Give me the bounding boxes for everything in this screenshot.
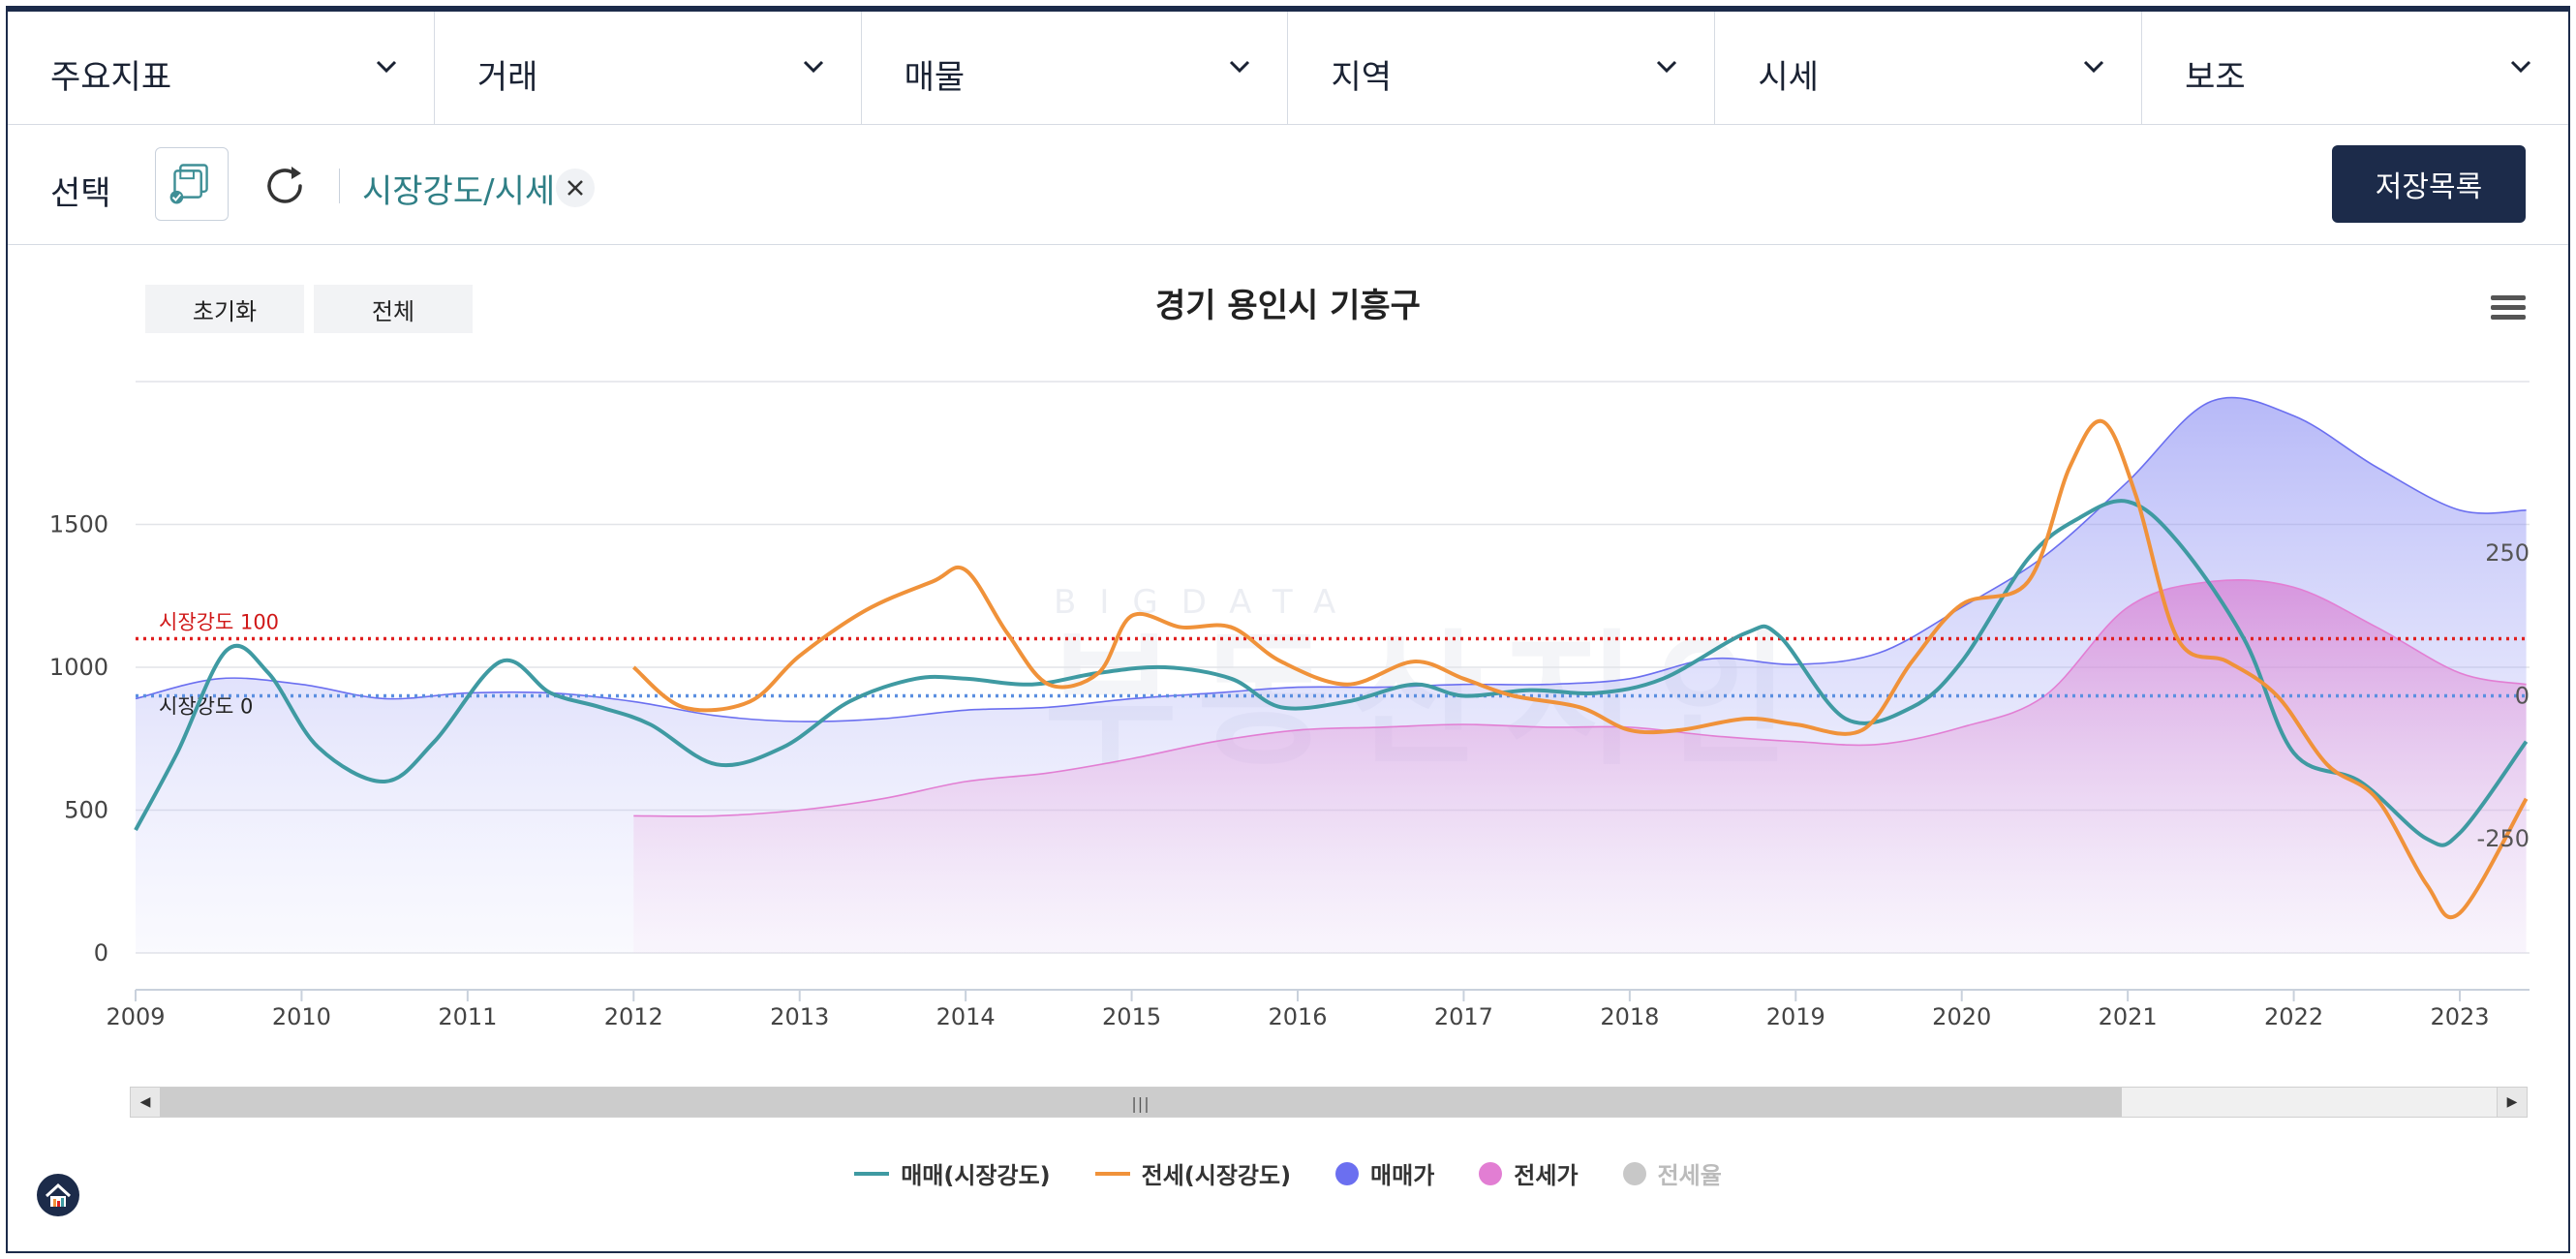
scroll-right-arrow[interactable]: ▶: [2497, 1088, 2527, 1117]
y-left-tick-label: 1000: [49, 654, 108, 681]
x-tick-label: 2018: [1600, 1003, 1659, 1030]
legend-item-trade-price[interactable]: 매매가: [1335, 1156, 1434, 1190]
chevron-down-icon: [1657, 60, 1677, 74]
save-list-button[interactable]: 저장목록: [2332, 145, 2526, 223]
reference-line-label: 시장강도 0: [159, 695, 253, 719]
scroll-thumb[interactable]: |||: [160, 1088, 2122, 1117]
menu-item-label: 매물: [904, 58, 966, 97]
area-series-fill: [633, 579, 2527, 953]
menu-item-label: 거래: [476, 58, 538, 97]
menu-item-label: 주요지표: [50, 58, 172, 97]
selected-indicator-chip: 시장강도/시세: [362, 172, 556, 211]
menu-item-auxiliary[interactable]: 보조: [2142, 12, 2568, 124]
x-tick-label: 2023: [2430, 1003, 2489, 1030]
reference-line-label: 시장강도 100: [159, 611, 279, 634]
hamburger-icon[interactable]: [2489, 292, 2528, 323]
legend-label: 매매(시장강도): [901, 1162, 1051, 1189]
chevron-down-icon: [2084, 60, 2104, 74]
save-settings-button[interactable]: [155, 147, 229, 221]
x-tick-label: 2012: [604, 1003, 663, 1030]
chart-legend: 매매(시장강도) 전세(시장강도) 매매가 전세가 전세율: [8, 1156, 2568, 1190]
x-tick-label: 2009: [106, 1003, 165, 1030]
strength-series-line: [631, 418, 2529, 920]
menu-item-key-indicators[interactable]: 주요지표: [8, 12, 435, 124]
menu-item-label: 시세: [1758, 58, 1819, 97]
close-icon: [567, 180, 583, 196]
menu-item-region[interactable]: 지역: [1288, 12, 1716, 124]
selection-label: 선택: [50, 174, 111, 213]
chart-svg: 시장강도 100 시장강도 0 0 500 1000 1500 -250 0 250 2009 2…: [49, 381, 2530, 1030]
legend-label: 전세(시장강도): [1141, 1162, 1292, 1189]
menu-item-listings[interactable]: 매물: [862, 12, 1289, 124]
strength-series-line: [134, 499, 2529, 847]
x-tick-label: 2021: [2099, 1003, 2158, 1030]
chevron-down-icon: [1230, 60, 1250, 74]
x-tick-label: 2014: [936, 1003, 996, 1030]
x-tick-label: 2020: [1932, 1003, 1991, 1030]
legend-item-jeonse-price[interactable]: 전세가: [1479, 1156, 1579, 1190]
x-tick-label: 2011: [438, 1003, 497, 1030]
chevron-down-icon: [376, 60, 396, 74]
x-tick-label: 2016: [1268, 1003, 1327, 1030]
legend-label: 전세율: [1657, 1162, 1722, 1189]
y-left-tick-label: 0: [94, 939, 108, 967]
legend-item-trade-strength[interactable]: 매매(시장강도): [854, 1156, 1051, 1190]
y-left-tick-label: 500: [64, 797, 108, 824]
x-tick-label: 2015: [1102, 1003, 1161, 1030]
selection-toolbar: 선택 시장강도/시세 저장목록: [8, 124, 2568, 245]
menu-item-label: 보조: [2185, 58, 2246, 97]
legend-dot-icon: [1479, 1161, 1503, 1185]
legend-item-jeonse-ratio[interactable]: 전세율: [1622, 1156, 1722, 1190]
scroll-left-arrow[interactable]: ◀: [131, 1088, 160, 1117]
scroll-grip-icon: |||: [1131, 1094, 1150, 1113]
legend-item-jeonse-strength[interactable]: 전세(시장강도): [1094, 1156, 1292, 1190]
y-right-tick-label: 0: [2515, 683, 2530, 710]
legend-line-icon: [1094, 1171, 1130, 1176]
x-tick-label: 2022: [2264, 1003, 2323, 1030]
x-tick-label: 2010: [272, 1003, 331, 1030]
x-tick-label: 2019: [1766, 1003, 1825, 1030]
legend-dot-icon: [1335, 1161, 1360, 1185]
chevron-down-icon: [803, 60, 823, 74]
y-left-tick-label: 1500: [49, 511, 108, 538]
legend-label: 매매가: [1370, 1162, 1435, 1189]
x-tick-label: 2017: [1434, 1003, 1493, 1030]
toolbar-divider: [339, 169, 340, 203]
y-right-tick-label: 250: [2485, 539, 2530, 567]
y-right-tick-label: -250: [2477, 825, 2530, 852]
app-frame: 주요지표 거래 매물 지역 시세 보조 선택: [6, 6, 2570, 1253]
refresh-icon[interactable]: [260, 161, 310, 211]
chevron-down-icon: [2510, 60, 2531, 74]
category-menu-bar: 주요지표 거래 매물 지역 시세 보조: [8, 12, 2568, 125]
menu-item-trade[interactable]: 거래: [435, 12, 862, 124]
legend-label: 전세가: [1514, 1162, 1579, 1189]
save-settings-icon: [169, 164, 208, 204]
legend-dot-icon: [1622, 1161, 1646, 1185]
chart-title: 경기 용인시 기흥구: [1155, 287, 1421, 325]
area-series-line: [633, 578, 2527, 817]
x-tick-label: 2013: [770, 1003, 829, 1030]
menu-item-label: 지역: [1331, 58, 1393, 97]
legend-line-icon: [854, 1171, 890, 1176]
home-logo-icon[interactable]: [35, 1172, 81, 1218]
menu-item-market-price[interactable]: 시세: [1715, 12, 2143, 124]
watermark-subtext: BIGDATA: [1054, 583, 1360, 622]
chip-close-button[interactable]: [556, 169, 595, 207]
chart-scrollbar[interactable]: ◀ ||| ▶: [130, 1087, 2528, 1118]
zoom-all-button[interactable]: 전체: [314, 285, 473, 333]
zoom-reset-button[interactable]: 초기화: [145, 285, 304, 333]
